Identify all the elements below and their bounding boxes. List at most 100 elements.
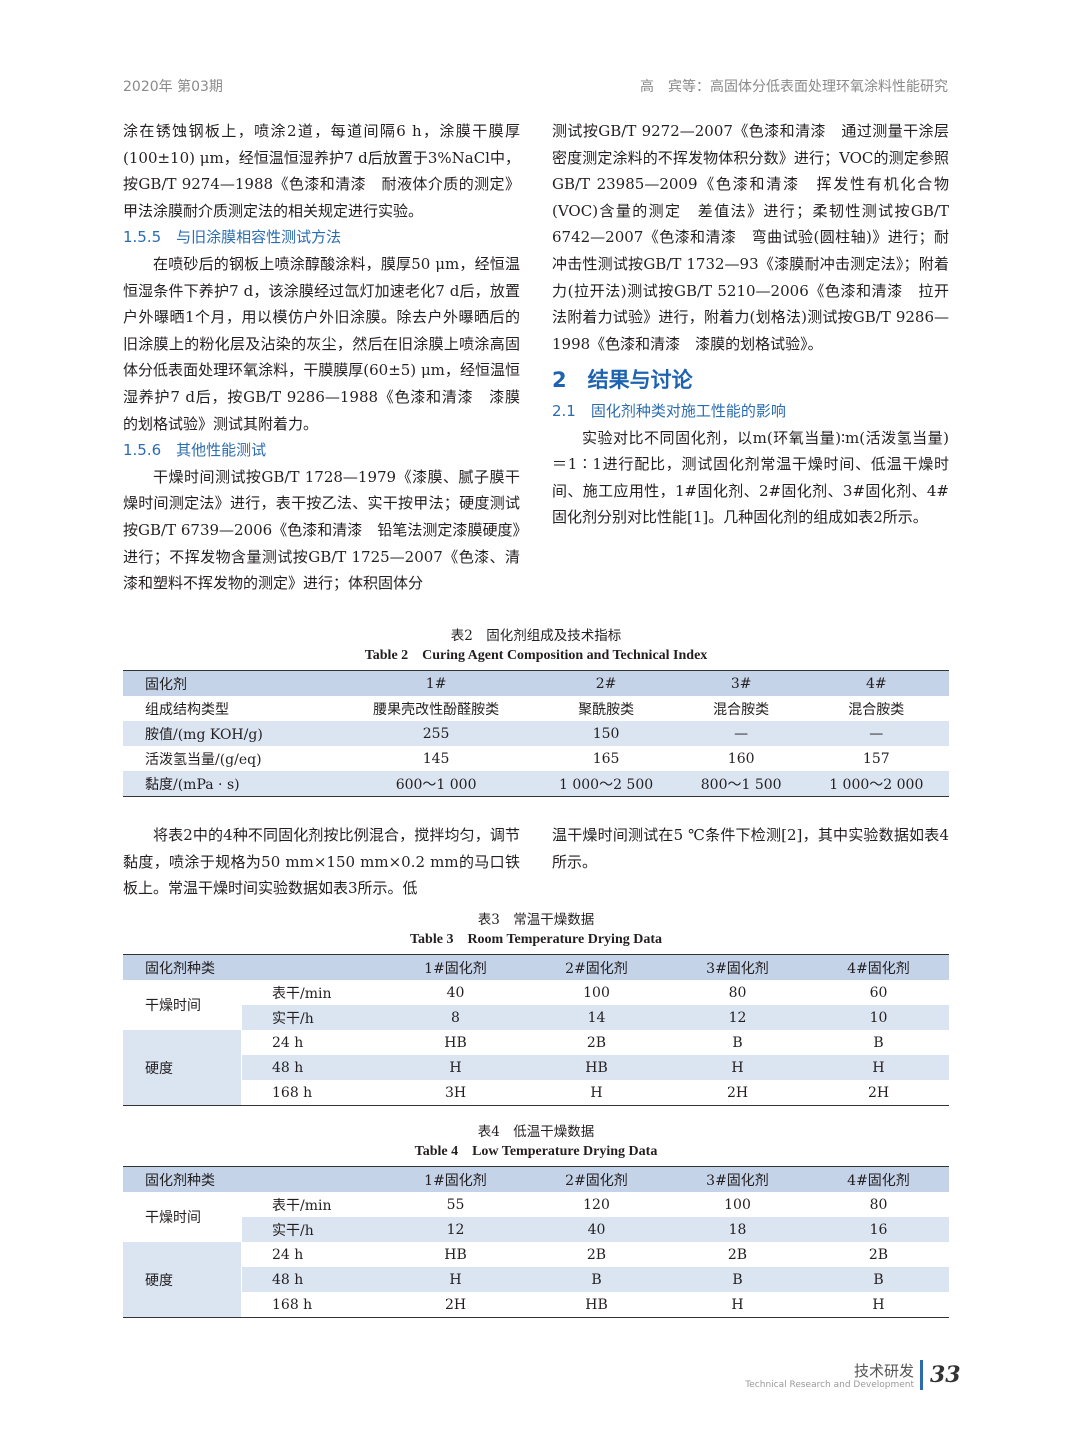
paragraph: 在喷砂后的钢板上喷涂醇酸涂料，膜厚50 μm，经恒温恒湿条件下养护7 d，该涂膜…: [123, 254, 520, 433]
table-row: 168 h 3H H 2H 2H: [123, 1080, 949, 1105]
table-row: 实干/h 12 40 18 16: [123, 1217, 949, 1242]
header-row: 固化剂种类 1#固化剂 2#固化剂 3#固化剂 4#固化剂: [123, 955, 949, 980]
cell: 24 h: [272, 1246, 304, 1263]
cell: HB: [585, 1296, 608, 1313]
subsection-heading: 2.1 固化剂种类对施工性能的影响: [552, 401, 786, 420]
table4: 固化剂种类 1#固化剂 2#固化剂 3#固化剂 4#固化剂 干燥时间 表干/min 55 120…: [123, 1166, 949, 1318]
header-cell: 1#: [338, 671, 534, 696]
cell: 80: [728, 984, 747, 1001]
cell: 48 h: [241, 1267, 385, 1292]
cell: 168 h: [272, 1296, 313, 1313]
group-label: 硬度: [123, 1242, 242, 1317]
cell: 60: [869, 984, 888, 1001]
table-grid: 固化剂种类 1#固化剂 2#固化剂 3#固化剂 4#固化剂 干燥时间 表干/min 55 120…: [123, 1167, 949, 1317]
cell: 120: [583, 1196, 610, 1213]
cell: 混合胺类: [713, 701, 770, 718]
table-row: 168 h 2H HB H H: [123, 1292, 949, 1317]
table-row: 干燥时间 表干/min 40 100 80 60: [123, 980, 949, 1030]
cell: H: [590, 1084, 603, 1101]
cell: 组成结构类型: [145, 701, 229, 718]
subsection-heading: 1.5.6 其他性能测试: [123, 441, 267, 460]
cell: 18: [667, 1217, 808, 1242]
cell: 157: [862, 750, 890, 767]
header-cell: 2#固化剂: [526, 1167, 667, 1192]
cell: HB: [444, 1246, 467, 1263]
cell: 混合胺类: [848, 701, 905, 718]
table-row: 黏度/(mPa · s) 600～1 000 1 000～2 500 800～1 50…: [123, 771, 949, 796]
table-row: 48 h H HB H H: [123, 1055, 949, 1080]
cell: B: [873, 1034, 884, 1051]
cell: 40: [526, 1217, 667, 1242]
header-row: 固化剂 1# 2# 3# 4#: [123, 671, 949, 696]
table-row: 胺值/(mg KOH/g) 255 150 — —: [123, 721, 949, 746]
table-row: 组成结构类型 腰果壳改性酚醛胺类 聚酰胺类 混合胺类 混合胺类: [123, 696, 949, 721]
cell: —: [869, 725, 884, 742]
header-cell: 4#固化剂: [808, 955, 949, 980]
cell: H: [808, 1055, 949, 1080]
cell: H: [385, 1267, 526, 1292]
header-cell: 3#固化剂: [667, 1167, 808, 1192]
cell: 活泼氢当量/(g/eq): [145, 751, 262, 768]
cell: 80: [869, 1196, 888, 1213]
cell: 160: [727, 750, 755, 767]
cell: H: [385, 1055, 526, 1080]
table-row: 硬度 24 h HB 2B B B: [123, 1030, 949, 1105]
cell: 2H: [726, 1084, 749, 1101]
table-row: 活泼氢当量/(g/eq) 145 165 160 157: [123, 746, 949, 771]
cell: 表干/min: [272, 1197, 332, 1214]
header-cell: 4#固化剂: [808, 1167, 949, 1192]
caption-cn: 表3 常温干燥数据: [477, 912, 595, 928]
cell: 聚酰胺类: [578, 701, 635, 718]
header-cell: 3#: [678, 671, 804, 696]
cell: 2H: [444, 1296, 467, 1313]
cell: 2H: [867, 1084, 890, 1101]
cell: 48 h: [241, 1055, 385, 1080]
cell: B: [732, 1034, 743, 1051]
issue: 2020年 第03期: [123, 79, 223, 95]
header-cell: 3#固化剂: [667, 955, 808, 980]
footer-bar: [920, 1360, 923, 1390]
paragraph: 将表2中的4种不同固化剂按比例混合，搅拌均匀，调节黏度，喷涂于规格为50 mm×…: [123, 826, 520, 898]
cell: H: [872, 1296, 885, 1313]
cell: 14: [526, 1005, 667, 1030]
cell: 1 000～2 000: [829, 776, 924, 793]
caption-en: Table 4 Low Temperature Drying Data: [414, 1144, 658, 1159]
cell: 12: [667, 1005, 808, 1030]
cell: 100: [724, 1196, 751, 1213]
paragraph: 温干燥时间测试在5 ℃条件下检测[2]，其中实验数据如表4所示。: [552, 826, 949, 871]
cell: 2B: [868, 1246, 889, 1263]
cell: 24 h: [272, 1034, 304, 1051]
table2-caption: 表2 固化剂组成及技术指标 Table 2 Curing Agent Compo…: [123, 626, 949, 666]
header-cell: 1#固化剂: [385, 955, 526, 980]
cell: 165: [592, 750, 620, 767]
group-label: 干燥时间: [123, 1192, 242, 1242]
group-label: 干燥时间: [123, 980, 242, 1030]
cell: 55: [446, 1196, 465, 1213]
caption-cn: 表2 固化剂组成及技术指标: [450, 628, 622, 644]
header-cell: 2#: [533, 671, 679, 696]
header-cell: 1#固化剂: [385, 1167, 526, 1192]
table3: 固化剂种类 1#固化剂 2#固化剂 3#固化剂 4#固化剂 干燥时间 表干/min 40 100…: [123, 954, 949, 1106]
cell: 腰果壳改性酚醛胺类: [373, 701, 500, 718]
cell: 黏度/(mPa · s): [145, 776, 240, 793]
cell: HB: [444, 1034, 467, 1051]
cell: 10: [808, 1005, 949, 1030]
cell: 胺值/(mg KOH/g): [145, 726, 263, 743]
caption-en: Table 2 Curing Agent Composition and Tec…: [364, 648, 708, 663]
cell: 145: [422, 750, 450, 767]
cell: 2B: [727, 1246, 748, 1263]
table4-caption: 表4 低温干燥数据 Table 4 Low Temperature Drying…: [123, 1122, 949, 1162]
caption-cn: 表4 低温干燥数据: [477, 1124, 595, 1140]
table-grid: 固化剂种类 1#固化剂 2#固化剂 3#固化剂 4#固化剂 干燥时间 表干/min 40 100…: [123, 955, 949, 1105]
table3-caption: 表3 常温干燥数据 Table 3 Room Temperature Dryin…: [123, 910, 949, 950]
page-number: 33: [930, 1362, 961, 1388]
cell: 150: [592, 725, 620, 742]
cell: H: [667, 1055, 808, 1080]
header-cell: 固化剂: [123, 671, 339, 696]
cell: 2B: [586, 1246, 607, 1263]
cell: 168 h: [272, 1084, 313, 1101]
table2: 固化剂 1# 2# 3# 4# 组成结构类型 腰果壳改性酚醛胺类 聚酰胺类 混合胺类 混合胺类胺值…: [123, 670, 949, 797]
cell: 40: [446, 984, 465, 1001]
header-row: 固化剂种类 1#固化剂 2#固化剂 3#固化剂 4#固化剂: [123, 1167, 949, 1192]
